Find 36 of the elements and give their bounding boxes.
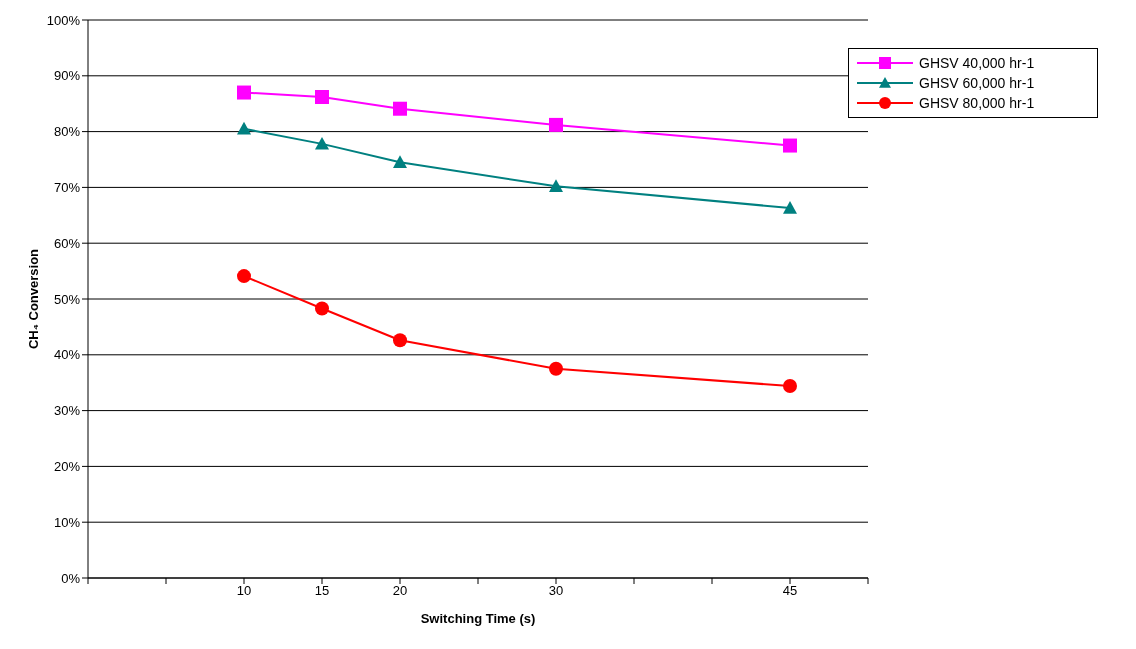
x-tick-label: 45 bbox=[782, 583, 798, 599]
point bbox=[315, 136, 329, 150]
y-tick-label: 50% bbox=[53, 291, 81, 307]
legend-label: GHSV 40,000 hr-1 bbox=[919, 55, 1035, 71]
y-tick-label: 10% bbox=[53, 514, 81, 530]
y-axis-title: CH₄ Conversion bbox=[26, 248, 41, 350]
point bbox=[393, 101, 407, 116]
point bbox=[237, 85, 251, 100]
point bbox=[783, 201, 797, 214]
y-tick-label: 90% bbox=[53, 68, 81, 84]
point bbox=[783, 379, 797, 394]
point bbox=[315, 90, 329, 104]
legend-label: GHSV 60,000 hr-1 bbox=[919, 75, 1035, 91]
y-tick-label: 70% bbox=[53, 180, 81, 196]
x-tick-label: 15 bbox=[314, 583, 330, 599]
point bbox=[237, 269, 251, 284]
x-axis-title: Switching Time (s) bbox=[420, 611, 536, 626]
y-tick-label: 0% bbox=[61, 570, 81, 586]
point bbox=[549, 117, 563, 132]
point bbox=[783, 138, 797, 153]
legend-label: GHSV 80,000 hr-1 bbox=[919, 95, 1035, 111]
y-tick-label: 20% bbox=[53, 459, 81, 475]
point bbox=[237, 121, 251, 135]
point bbox=[393, 333, 407, 348]
x-tick-label: 10 bbox=[236, 583, 252, 599]
point bbox=[549, 361, 563, 376]
y-tick-label: 30% bbox=[53, 403, 81, 419]
point bbox=[393, 155, 407, 168]
x-tick-label: 20 bbox=[392, 583, 408, 599]
y-tick-label: 100% bbox=[46, 12, 81, 28]
y-tick-label: 60% bbox=[53, 235, 81, 251]
point bbox=[315, 301, 329, 316]
y-tick-label: 40% bbox=[53, 347, 81, 363]
y-tick-label: 80% bbox=[53, 124, 81, 140]
point bbox=[549, 179, 563, 192]
x-tick-label: 30 bbox=[548, 583, 564, 599]
